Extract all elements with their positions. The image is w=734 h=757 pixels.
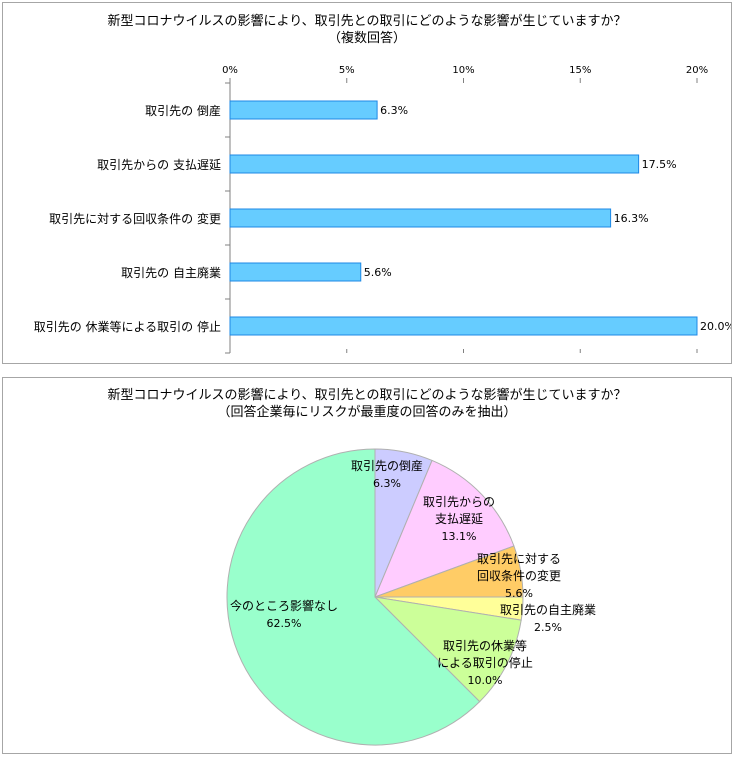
slice-label: 取引先の自主廃業 xyxy=(500,602,596,617)
x-tick-label: 10% xyxy=(452,65,474,76)
bar-value-label: 5.6% xyxy=(364,266,392,279)
x-tick-label: 20% xyxy=(686,65,708,76)
bar-chart-title: 新型コロナウイルスの影響により、取引先との取引にどのような影響が生じていますか？ xyxy=(107,14,627,29)
x-tick-label: 15% xyxy=(569,65,591,76)
slice-label: 取引先の休業等 xyxy=(443,639,527,653)
slice-value-label: 5.6% xyxy=(505,587,533,600)
pie-chart-subtitle: （回答企業毎にリスクが最重度の回答のみを抽出） xyxy=(217,405,517,420)
slice-label: による取引の停止 xyxy=(437,655,533,670)
slice-label: 今のところ影響なし xyxy=(230,598,338,613)
slice-label: 支払遅延 xyxy=(435,512,483,526)
pie-chart-panel: 新型コロナウイルスの影響により、取引先との取引にどのような影響が生じていますか？… xyxy=(2,377,732,754)
slice-label: 取引先からの xyxy=(423,495,495,509)
bar-value-label: 6.3% xyxy=(380,104,408,117)
pie-slice xyxy=(226,448,481,746)
bar-chart-panel: 新型コロナウイルスの影響により、取引先との取引にどのような影響が生じていますか？… xyxy=(2,2,732,364)
x-tick-label: 5% xyxy=(339,65,355,76)
pie-slice xyxy=(374,459,515,598)
category-label: 取引先の 倒産 xyxy=(145,103,221,118)
category-label: 取引先の 自主廃業 xyxy=(121,265,221,280)
slice-value-label: 10.0% xyxy=(468,674,503,687)
bar xyxy=(229,100,378,120)
category-label: 取引先からの 支払遅延 xyxy=(97,158,221,172)
bar xyxy=(229,208,612,228)
bar-value-label: 20.0% xyxy=(700,320,731,333)
pie-slice xyxy=(373,596,522,703)
slice-label: 取引先に対する xyxy=(477,552,561,566)
x-tick-label: 0% xyxy=(222,65,238,76)
slice-label: 取引先の倒産 xyxy=(351,458,423,473)
slice-value-label: 13.1% xyxy=(442,530,477,543)
bar-chart-plot: 0% 5% 10% 15% 20% 6.3% 取引先の 倒産 17.5% 取引先からの 支払遅延… xyxy=(34,65,731,354)
slice-value-label: 2.5% xyxy=(534,621,562,634)
slice-value-label: 6.3% xyxy=(373,477,401,490)
category-label: 取引先に対する回収条件の 変更 xyxy=(49,211,221,226)
slice-label: 回収条件の変更 xyxy=(477,568,561,583)
pie-chart-title: 新型コロナウイルスの影響により、取引先との取引にどのような影響が生じていますか？ xyxy=(107,388,627,403)
category-label: 取引先の 休業等による取引の 停止 xyxy=(34,319,221,334)
bar xyxy=(229,262,362,282)
bar-value-label: 17.5% xyxy=(642,158,677,171)
bar-chart-subtitle: （複数回答） xyxy=(327,31,406,46)
bar-value-label: 16.3% xyxy=(614,212,649,225)
slice-value-label: 62.5% xyxy=(267,617,302,630)
bar xyxy=(229,316,698,336)
bar xyxy=(229,154,640,174)
